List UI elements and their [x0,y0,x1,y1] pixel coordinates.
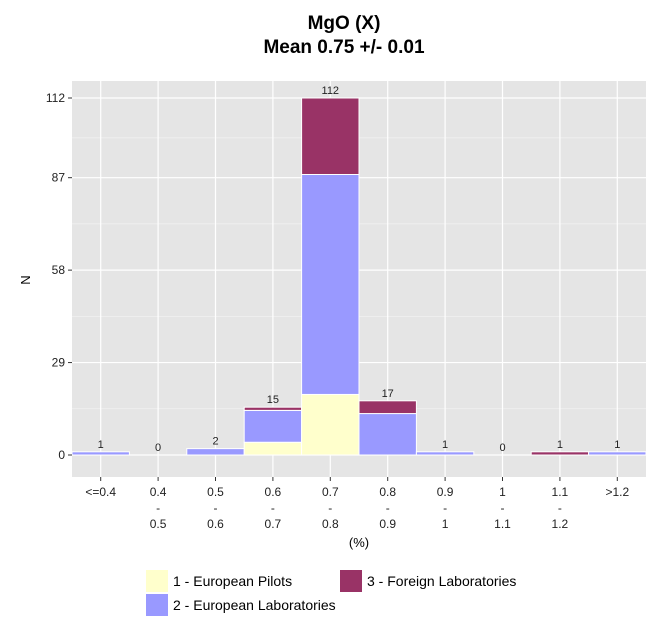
x-tick-label: - [328,501,332,515]
y-axis-title: N [18,275,33,284]
legend-label-series-1: 1 - European Pilots [173,573,292,589]
x-tick-label: 0.9 [379,517,396,531]
bar-segment-series-1 [243,441,303,456]
x-tick-label: <=0.4 [85,485,116,499]
bar-segment-series-2 [243,409,303,443]
bar-total-label: 15 [267,394,279,406]
x-tick-label: 0.4 [150,485,167,499]
bar-segment-series-1 [301,393,360,456]
legend: 1 - European Pilots 2 - European Laborato… [146,570,516,616]
legend-label-series-2: 2 - European Laboratories [173,597,336,613]
bar-total-label: 0 [155,442,161,454]
bar-segment-series-2 [71,451,130,456]
x-tick-label: 0.7 [322,485,339,499]
bar-segment-series-3 [530,451,590,456]
bar-labels-group: 1 0 2 15 112 17 1 0 1 1 [98,85,621,454]
chart-title: MgO (X) [308,13,381,34]
x-tick-label: - [443,501,447,515]
bar-total-label: 0 [499,442,505,454]
x-tick-label: - [214,501,218,515]
bar-total-label: 1 [98,439,104,451]
y-axis: 0 29 58 87 112 [46,91,72,462]
bar-segment-series-3 [243,406,303,411]
x-tick-label: 1 [442,517,449,531]
x-tick-label: - [558,501,562,515]
bar-segment-series-2 [301,174,360,395]
legend-swatch-series-1 [146,570,168,592]
x-tick-label: 1 [499,485,506,499]
x-tick-label: >1.2 [605,485,629,499]
x-tick-label: 0.6 [265,485,282,499]
x-axis-title: (%) [349,535,369,550]
x-tick-label: 0.8 [322,517,339,531]
bar-segment-series-2 [415,451,475,456]
legend-swatch-series-2 [146,594,168,616]
legend-label-series-3: 3 - Foreign Laboratories [367,573,516,589]
x-tick-label: 1.2 [552,517,569,531]
x-tick-label: - [156,501,160,515]
legend-swatch-series-3 [340,570,362,592]
bar-total-label: 2 [212,436,218,448]
bar-segment-series-3 [358,400,417,415]
bar-total-label: 1 [614,439,620,451]
bar-segment-series-2 [186,448,245,456]
bar-total-label: 17 [382,388,394,400]
x-tick-label: - [501,501,505,515]
bar-segment-series-2 [358,413,417,456]
bar-total-label: 112 [322,85,340,97]
y-tick-label: 58 [52,263,66,277]
x-tick-label: 0.7 [265,517,282,531]
y-tick-label: 0 [58,448,65,462]
bar-segment-series-3 [301,97,360,175]
bar-total-label: 1 [557,439,563,451]
y-tick-label: 87 [52,171,66,185]
bars-group [71,97,647,456]
chart-subtitle: Mean 0.75 +/- 0.01 [263,37,424,58]
x-tick-label: - [386,501,390,515]
bar-total-label: 1 [442,439,448,451]
x-tick-label: 0.6 [207,517,224,531]
x-tick-label: 1.1 [494,517,511,531]
bar-segment-series-2 [588,451,647,456]
x-tick-label: 0.5 [150,517,167,531]
y-tick-label: 29 [52,356,66,370]
x-tick-label: - [271,501,275,515]
x-tick-label: 0.8 [379,485,396,499]
x-tick-label: 0.5 [207,485,224,499]
grid-lines [72,81,646,477]
x-axis: <=0.4 0.4 - 0.5 0.5 - 0.6 0.6 - 0.7 0.7 - 0.8 0.8 - 0.9… [85,477,629,531]
x-tick-label: 1.1 [552,485,569,499]
y-tick-label: 112 [46,91,65,105]
x-tick-label: 0.9 [437,485,454,499]
